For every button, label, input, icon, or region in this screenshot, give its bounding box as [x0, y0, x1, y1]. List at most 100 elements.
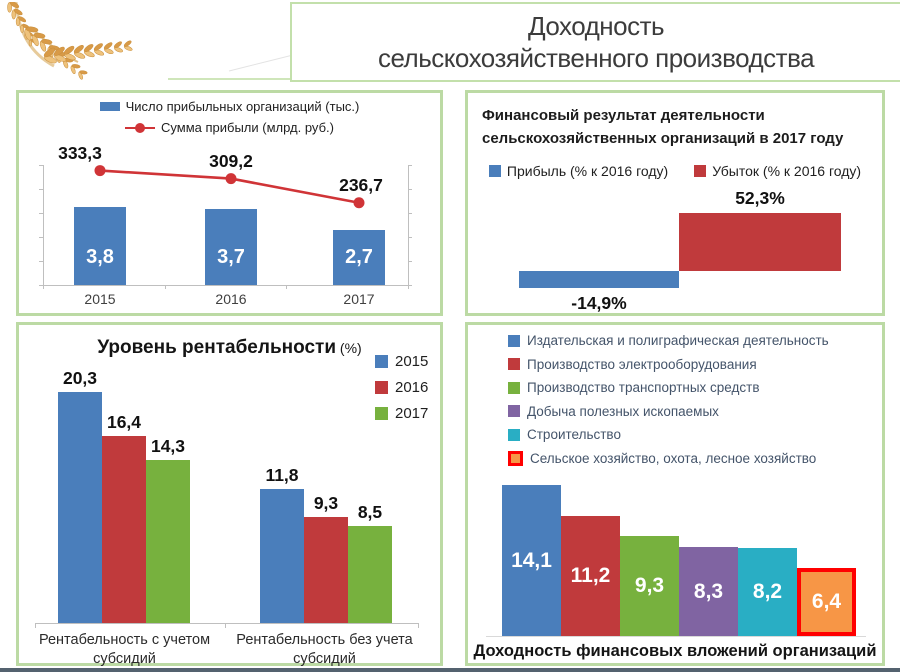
legend-label: Прибыль (% к 2016 году) — [506, 163, 669, 179]
legend-item-bar: Число прибыльных организаций (тыс.) — [99, 99, 360, 114]
bar-profit — [519, 271, 679, 288]
legend-item: Производство электрооборудования — [508, 357, 829, 372]
bar-2017-group2 — [348, 526, 392, 623]
legend-item-2015: 2015 — [375, 353, 428, 370]
bar-value-label: 14,3 — [150, 436, 186, 456]
legend-label: Производство электрооборудования — [527, 356, 757, 372]
panel-profitable-orgs-chart: Число прибыльных организаций (тыс.) Сумма… — [16, 90, 443, 316]
legend: Прибыль (% к 2016 году) Убыток (% к 2016 … — [468, 163, 882, 179]
legend-label: Добыча полезных ископаемых — [527, 403, 719, 419]
bar-value-label: 9,3 — [634, 574, 665, 597]
x-category-label: 2017 — [343, 291, 375, 307]
bar-2015-group1 — [58, 392, 102, 623]
legend-swatch — [508, 428, 520, 441]
y-axis-right — [408, 165, 409, 285]
y-tick — [408, 189, 412, 190]
x-category-label: 2015 — [84, 291, 116, 307]
y-tick — [408, 213, 412, 214]
x-axis — [486, 636, 866, 637]
legend: Издательская и полиграфическая деятельно… — [508, 333, 829, 466]
legend-swatch — [488, 165, 501, 177]
legend-swatch — [508, 381, 520, 394]
bar-industry-5: 8,2 — [738, 548, 797, 636]
legend-swatch — [508, 358, 520, 370]
bar-value-label: 11,8 — [265, 465, 299, 485]
legend-swatch — [508, 334, 520, 347]
bar-value-label: -14,9% — [571, 293, 627, 313]
x-tick — [35, 623, 36, 628]
y-tick — [39, 213, 43, 214]
legend-item: Убыток (% к 2016 году) — [694, 163, 861, 179]
x-tick — [418, 623, 419, 628]
x-axis — [35, 623, 419, 624]
bar-value-label: 8,3 — [693, 579, 724, 603]
legend-label: Сельское хозяйство, охота, лесное хозяйс… — [530, 450, 817, 466]
legend-item: Производство транспортных средств — [508, 380, 829, 395]
legend-label: 2015 — [395, 353, 429, 370]
legend-swatch — [375, 407, 388, 420]
legend-item: Добыча полезных ископаемых — [508, 404, 829, 419]
y-tick — [39, 285, 43, 286]
legend-label: Строительство — [527, 427, 621, 442]
legend: Число прибыльных организаций (тыс.) Сумма… — [19, 99, 440, 135]
x-tick — [225, 623, 226, 628]
y-tick — [408, 237, 412, 238]
investments-title: Доходность финансовых вложений организац… — [473, 642, 877, 660]
legend-label: Сумма прибыли (млрд. руб.) — [161, 120, 334, 135]
bar-value-label: 6,4 — [811, 590, 842, 613]
y-axis-left — [43, 165, 44, 285]
title-swoosh-decor — [228, 53, 298, 72]
y-tick — [39, 261, 43, 262]
legend-label: 2017 — [395, 405, 429, 422]
slide-bottom-rule — [0, 668, 900, 672]
bar-value-label: 8,2 — [752, 580, 783, 603]
bar-industry-4: 8,3 — [679, 547, 738, 636]
legend-item: Сельское хозяйство, охота, лесное хозяйс… — [508, 450, 829, 466]
rentability-title-text: Уровень рентабельности — [97, 337, 337, 358]
bar-2017-group1 — [146, 460, 190, 623]
x-category-label: Рентабельность с учетом субсидий — [38, 632, 211, 667]
y-tick — [39, 189, 43, 190]
bar-value-label: 9,3 — [313, 493, 339, 513]
x-tick — [43, 285, 44, 289]
legend-label: Издательская и полиграфическая деятельно… — [527, 333, 829, 348]
y-tick — [408, 285, 412, 286]
bar-loss — [679, 213, 841, 271]
bar-industry-6: 6,4 — [797, 568, 856, 636]
line-legend-dot — [135, 122, 146, 133]
bar-2015-group2 — [260, 489, 304, 623]
x-category-label: 2016 — [215, 291, 247, 307]
legend-label: Число прибыльных организаций (тыс.) — [125, 99, 360, 114]
x-category-label: Рентабельность без учета субсидий — [236, 632, 413, 667]
bar-value-label: 20,3 — [62, 368, 98, 388]
bar-industry-2: 11,2 — [561, 516, 620, 636]
legend-swatch — [508, 405, 520, 417]
wheat-icon — [7, 2, 133, 80]
fin-result-title: Финансовый результат деятельности сельск… — [482, 107, 844, 147]
bar-2016-group1 — [102, 436, 146, 623]
legend-item-line: Сумма прибыли (млрд. руб.) — [125, 120, 334, 135]
line-value-label: 236,7 — [339, 174, 383, 195]
legend-swatch — [375, 355, 388, 368]
legend-swatch — [508, 450, 523, 466]
legend: 2015 2016 2017 — [375, 353, 428, 422]
panel-fin-result-chart: Финансовый результат деятельности сельск… — [465, 90, 885, 316]
line-value-label: 309,2 — [209, 150, 253, 171]
panel-investments-chart: Издательская и полиграфическая деятельно… — [465, 322, 885, 666]
y-tick — [408, 165, 412, 166]
y-tick — [39, 165, 43, 166]
x-axis — [43, 285, 409, 286]
legend-item: Издательская и полиграфическая деятельно… — [508, 333, 829, 348]
bar-value-label: 14,1 — [511, 548, 552, 572]
bar-value-label: 3,7 — [217, 246, 245, 268]
legend-item-2016: 2016 — [375, 379, 428, 396]
y-tick — [39, 237, 43, 238]
legend-label: 2016 — [395, 379, 429, 396]
bar-2016 — [205, 209, 257, 285]
rentability-title-suffix: (%) — [336, 340, 362, 356]
bar-value-label: 16,4 — [106, 412, 142, 432]
x-tick — [286, 285, 287, 289]
bar-value-label: 11,2 — [570, 564, 611, 587]
line-legend-swatch — [125, 122, 156, 133]
